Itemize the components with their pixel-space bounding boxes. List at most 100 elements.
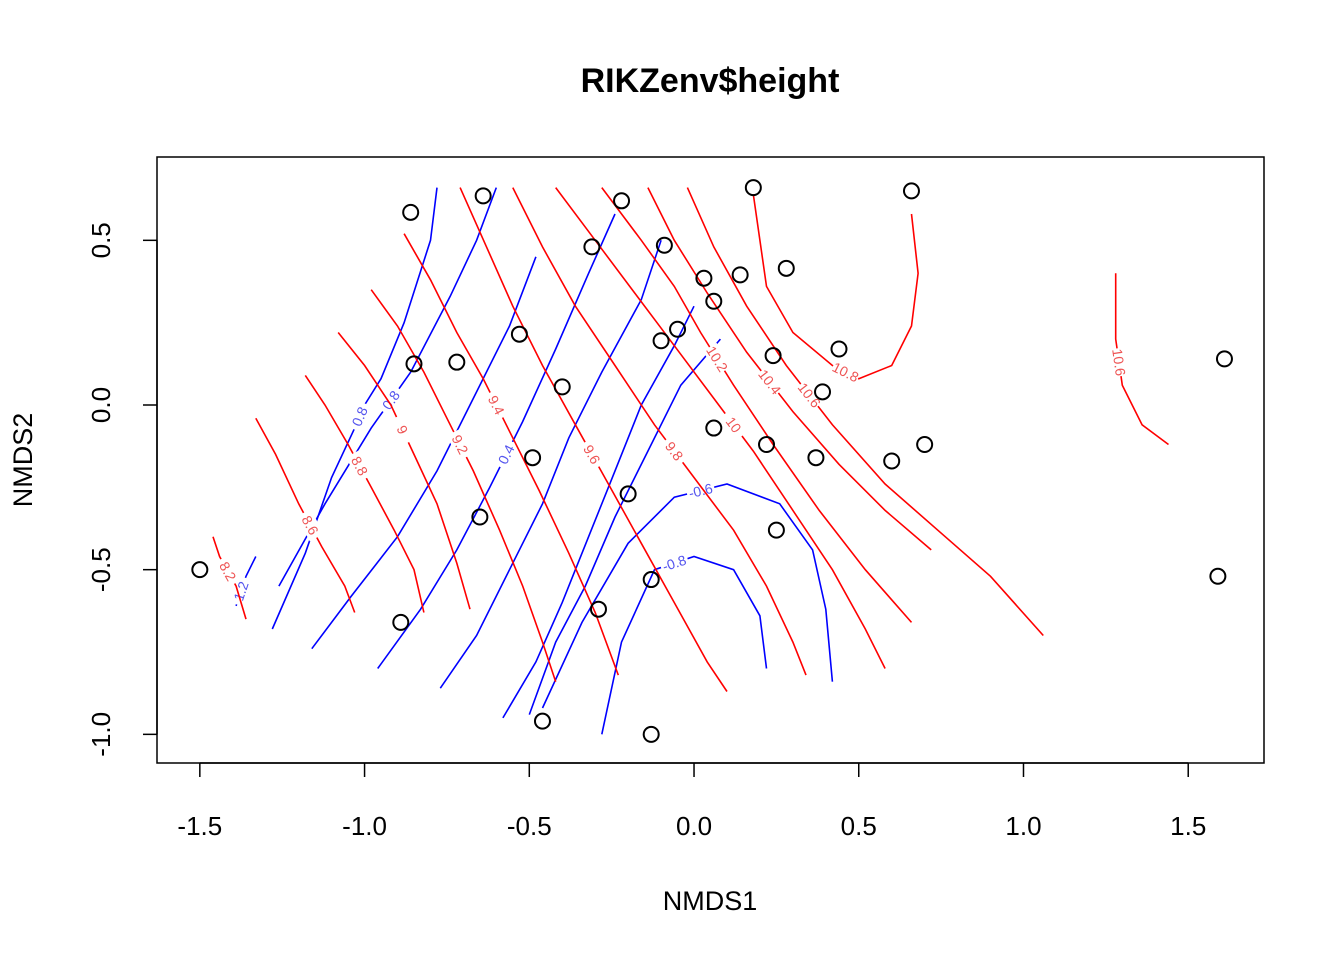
contour-label-bg (214, 555, 242, 588)
contour-line (601, 555, 768, 735)
contour-line (541, 483, 834, 709)
site-point (1215, 350, 1233, 368)
y-tick-label: 0.5 (86, 222, 116, 258)
contour-line (439, 240, 662, 689)
x-tick-label: -1.0 (342, 811, 387, 841)
site-point (655, 236, 673, 254)
contour-line (686, 187, 1044, 637)
contour-line (370, 289, 557, 682)
y-axis: -1.0 -0.5 0.0 0.5 (86, 222, 158, 757)
contour-label-bg (754, 365, 785, 398)
site-point (642, 571, 660, 589)
site-point (392, 613, 410, 631)
x-axis-label: NMDS1 (663, 886, 758, 916)
site-point (402, 203, 420, 221)
site-point (510, 325, 528, 343)
contour-label: 10.6 (1109, 348, 1129, 377)
site-point (883, 452, 901, 470)
x-tick-label: 1.0 (1005, 811, 1041, 841)
site-point (830, 340, 848, 358)
contour-label-bg (658, 551, 691, 576)
site-point (902, 182, 920, 200)
site-point (744, 179, 762, 197)
site-point (533, 712, 551, 730)
site-point (764, 347, 782, 365)
contour-line (278, 187, 498, 587)
contour-label-bg (702, 342, 732, 375)
x-tick-label: -1.5 (177, 811, 222, 841)
site-point (589, 600, 607, 618)
site-point (405, 355, 423, 373)
contour-line (528, 338, 722, 715)
contour-label: 0.8 (348, 404, 370, 428)
contour-line (311, 256, 537, 650)
contour-label-bg (829, 358, 862, 386)
contour-label-bg (794, 379, 825, 412)
contour-line (377, 213, 616, 669)
contour-label-bg (659, 435, 690, 468)
contour-label-bg (346, 400, 373, 433)
contour-label: 10.4 (755, 366, 784, 397)
contour-label-bg (718, 408, 749, 441)
contour-line (337, 332, 471, 610)
site-point (524, 449, 542, 467)
y-tick-label: -1.0 (86, 712, 116, 757)
contour-line (601, 187, 913, 623)
site-point (705, 292, 723, 310)
contour-label-bg (1109, 347, 1129, 378)
y-tick-label: -0.5 (86, 547, 116, 592)
x-tick-label: 0.0 (676, 811, 712, 841)
site-point (448, 353, 466, 371)
site-point (191, 561, 209, 579)
site-point (814, 383, 832, 401)
contour-label: 10.2 (703, 343, 731, 375)
contour-label-bg (492, 438, 520, 471)
contour-label-bg (376, 384, 406, 417)
y-tick-label: 0.0 (86, 387, 116, 423)
site-point (1209, 567, 1227, 585)
site-point (767, 521, 785, 539)
contour-label-bg (482, 388, 510, 422)
contour-label: 10.8 (830, 359, 862, 386)
site-points (191, 179, 1233, 743)
contour-line (304, 374, 425, 613)
site-point (669, 320, 687, 338)
site-point (642, 725, 660, 743)
site-point (613, 192, 631, 210)
contour-label-bg (578, 438, 606, 471)
x-tick-label: -0.5 (507, 811, 552, 841)
site-point (583, 238, 601, 256)
contour-label-bg (389, 413, 416, 446)
site-point (474, 187, 492, 205)
site-point (619, 485, 637, 503)
contour-lines: 1.20.80.80.4-0.8-0.68.28.68.899.29.49.6 9… (212, 187, 1169, 735)
site-point (471, 508, 489, 526)
contour-label-bg (345, 449, 374, 483)
site-point (777, 259, 795, 277)
contour-label-bg (446, 428, 474, 461)
contour-label-bg (228, 575, 253, 607)
site-point (916, 436, 934, 454)
contour-label: 0.4 (495, 442, 518, 467)
site-point (695, 269, 713, 287)
contour-label: 9.4 (485, 393, 508, 418)
contour-label: 9.2 (449, 432, 472, 457)
contour-label: -0.8 (660, 552, 688, 575)
site-point (758, 436, 776, 454)
contour-line (403, 233, 620, 676)
site-point (652, 332, 670, 350)
site-point (705, 419, 723, 437)
contour-line (502, 305, 695, 719)
contour-label-bg (296, 509, 324, 542)
x-tick-label: 1.5 (1170, 811, 1206, 841)
chart-title: RIKZenv$height (581, 62, 840, 100)
contour-line (1114, 273, 1169, 446)
y-axis-label: NMDS2 (8, 413, 38, 508)
site-point (807, 449, 825, 467)
site-point (731, 266, 749, 284)
x-tick-label: 0.5 (841, 811, 877, 841)
site-point (553, 378, 571, 396)
plot-frame (156, 156, 1265, 764)
x-axis: -1.5 -1.0 -0.5 0.0 0.5 1.0 1.5 (177, 762, 1206, 841)
